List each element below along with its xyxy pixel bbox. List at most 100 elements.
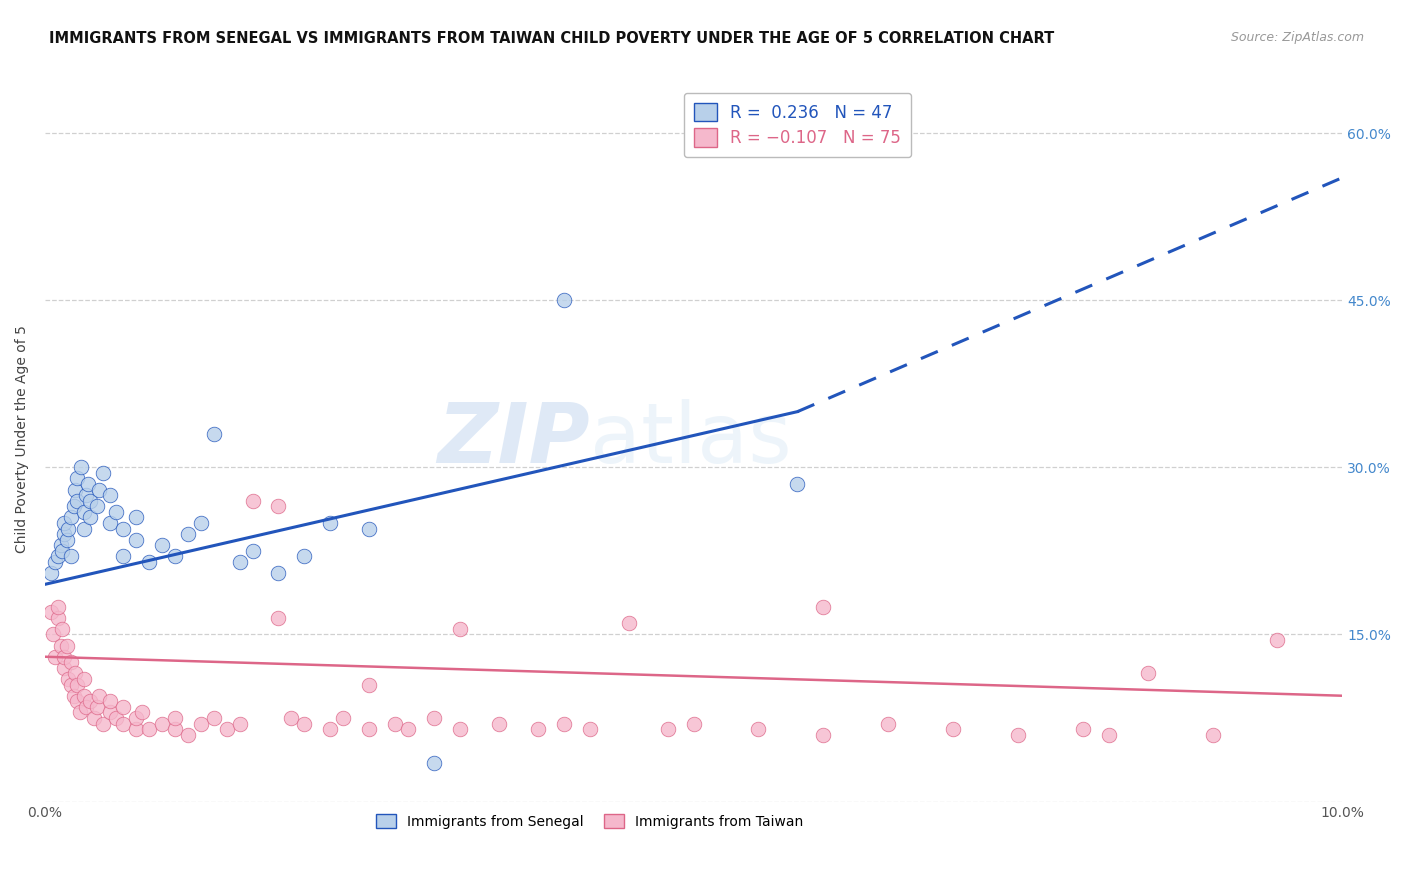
Point (747, 722, 769, 736)
Point (267, 566, 290, 581)
Point (59, 549, 82, 564)
Point (267, 611, 290, 625)
Point (56, 533, 79, 547)
Point (319, 722, 342, 736)
Point (41, 605, 63, 619)
Point (98, 488, 121, 502)
Point (138, 722, 160, 736)
Point (228, 555, 250, 569)
Point (657, 722, 679, 736)
Point (49, 639, 72, 653)
Point (56, 639, 79, 653)
Point (105, 505, 128, 519)
Point (105, 711, 128, 725)
Point (319, 516, 342, 530)
Point (488, 716, 510, 731)
Point (280, 711, 302, 725)
Point (86, 699, 108, 714)
Point (553, 716, 575, 731)
Point (76, 699, 98, 714)
Point (242, 493, 264, 508)
Point (1136, 666, 1159, 681)
Point (125, 533, 148, 547)
Point (215, 722, 238, 736)
Point (359, 677, 381, 691)
Point (59, 510, 82, 524)
Point (59, 677, 82, 691)
Point (190, 716, 212, 731)
Text: ZIP: ZIP (437, 399, 591, 480)
Point (877, 716, 900, 731)
Point (228, 716, 250, 731)
Point (89, 483, 111, 497)
Point (59, 656, 82, 670)
Point (111, 699, 134, 714)
Point (73, 672, 96, 686)
Point (359, 722, 381, 736)
Point (786, 477, 808, 491)
Point (617, 616, 640, 631)
Point (73, 505, 96, 519)
Point (44, 555, 66, 569)
Point (267, 500, 290, 514)
Point (76, 488, 98, 502)
Point (58, 522, 80, 536)
Legend: Immigrants from Senegal, Immigrants from Taiwan: Immigrants from Senegal, Immigrants from… (371, 808, 808, 834)
Point (111, 716, 134, 731)
Point (44, 649, 66, 664)
Point (62, 689, 84, 703)
Point (46, 599, 69, 614)
Point (63, 666, 86, 681)
Point (527, 722, 550, 736)
Point (423, 756, 446, 770)
Point (150, 538, 173, 552)
Point (111, 522, 134, 536)
Point (125, 711, 148, 725)
Point (66, 694, 89, 708)
Point (46, 549, 69, 564)
Point (58, 672, 80, 686)
Point (294, 549, 316, 564)
Text: IMMIGRANTS FROM SENEGAL VS IMMIGRANTS FROM TAIWAN CHILD POVERTY UNDER THE AGE OF: IMMIGRANTS FROM SENEGAL VS IMMIGRANTS FR… (49, 31, 1054, 46)
Point (202, 426, 225, 441)
Point (69, 706, 91, 720)
Point (384, 716, 406, 731)
Point (89, 689, 111, 703)
Point (553, 293, 575, 308)
Point (1267, 633, 1289, 648)
Y-axis label: Child Poverty Under the Age of 5: Child Poverty Under the Age of 5 (15, 326, 30, 553)
Point (51, 622, 73, 636)
Point (176, 527, 198, 541)
Point (579, 722, 602, 736)
Point (70, 460, 93, 475)
Point (332, 711, 354, 725)
Point (138, 555, 160, 569)
Point (176, 728, 198, 742)
Point (163, 711, 186, 725)
Point (63, 483, 86, 497)
Point (83, 711, 105, 725)
Point (41, 566, 63, 581)
Point (125, 510, 148, 524)
Text: atlas: atlas (591, 399, 792, 480)
Point (423, 711, 446, 725)
Point (98, 516, 121, 530)
Point (53, 661, 76, 675)
Point (79, 694, 101, 708)
Point (49, 538, 72, 552)
Point (79, 493, 101, 508)
Point (163, 549, 186, 564)
Point (131, 706, 153, 720)
Point (242, 544, 264, 558)
Point (190, 516, 212, 530)
Point (62, 500, 84, 514)
Point (66, 677, 89, 691)
Point (53, 649, 76, 664)
Point (86, 500, 108, 514)
Point (163, 722, 186, 736)
Point (53, 516, 76, 530)
Point (449, 622, 471, 636)
Point (93, 466, 115, 480)
Point (111, 549, 134, 564)
Point (1007, 728, 1029, 742)
